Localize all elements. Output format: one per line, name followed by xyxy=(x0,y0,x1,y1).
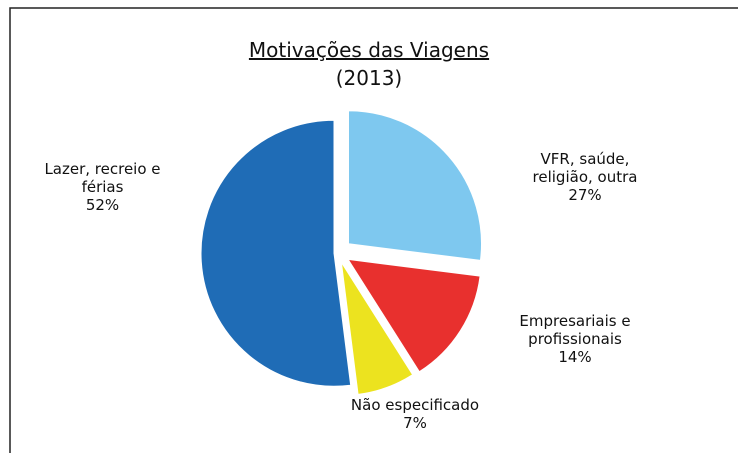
slice-label: VFR, saúde, religião, outra 27% xyxy=(520,150,650,204)
slice-category: Lazer, recreio e férias xyxy=(44,160,161,196)
slice-category: Empresariais e profissionais xyxy=(519,312,631,348)
slice-value-label: 52% xyxy=(85,196,120,214)
slice-value-label: 27% xyxy=(568,186,602,204)
slice-label: Não especificado 7% xyxy=(320,396,510,432)
chart-subtitle: (2013) xyxy=(335,66,403,90)
chart-title: Motivações das Viagens xyxy=(248,38,490,62)
slice-label: Lazer, recreio e férias 52% xyxy=(40,160,165,214)
slice-label: Empresariais e profissionais 14% xyxy=(500,312,650,366)
slice-value-label: 14% xyxy=(558,348,592,366)
slice-category: VFR, saúde, religião, outra xyxy=(532,150,638,186)
slice-value-label: 7% xyxy=(403,414,427,432)
slice-category: Não especificado xyxy=(350,396,480,414)
pie-slice xyxy=(200,119,352,387)
pie-slice xyxy=(348,110,482,261)
pie-slice xyxy=(340,262,414,395)
chart-border xyxy=(9,7,738,453)
pie-slice xyxy=(347,258,481,373)
